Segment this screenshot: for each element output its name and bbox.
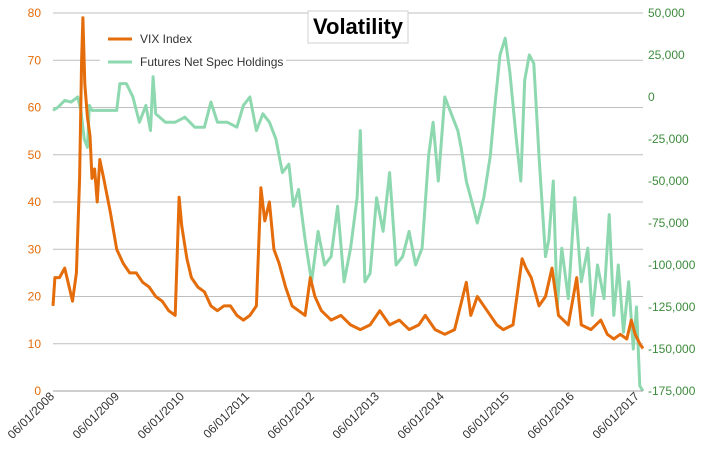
left-tick-label: 80	[28, 6, 42, 20]
left-tick-label: 70	[28, 53, 42, 67]
left-tick-label: 30	[28, 242, 42, 256]
x-tick-label: 06/01/2012	[265, 389, 318, 442]
x-tick-label: 06/01/2016	[525, 389, 578, 442]
x-tick-label: 06/01/2017	[590, 389, 643, 442]
x-tick-label: 06/01/2015	[460, 389, 513, 442]
x-tick-label: 06/01/2010	[135, 389, 188, 442]
title-box	[307, 10, 409, 44]
left-tick-label: 10	[28, 337, 42, 351]
left-tick-label: 0	[34, 384, 41, 398]
left-tick-label: 40	[28, 195, 42, 209]
right-tick-label: -150,000	[648, 342, 696, 356]
right-tick-label: -75,000	[648, 216, 689, 230]
legend: VIX Index Futures Net Spec Holdings	[100, 26, 286, 74]
right-tick-label: -100,000	[648, 258, 696, 272]
x-tick-label: 06/01/2013	[330, 389, 383, 442]
left-axis: 0 10 20 30 40 50 60 70 80	[28, 6, 42, 398]
left-tick-label: 60	[28, 101, 42, 115]
x-axis: 06/01/2008 06/01/2009 06/01/2010 06/01/2011…	[5, 389, 643, 442]
left-tick-label: 20	[28, 290, 42, 304]
right-tick-label: -175,000	[648, 384, 696, 398]
futures-series-line	[52, 36, 645, 392]
x-tick-label: 06/01/2014	[395, 389, 448, 442]
right-tick-label: 25,000	[648, 48, 685, 62]
chart-title: Volatility	[307, 10, 409, 44]
series-layer	[51, 16, 645, 392]
right-tick-label: -50,000	[648, 174, 689, 188]
right-tick-label: -25,000	[648, 132, 689, 146]
x-tick-label: 06/01/2011	[200, 389, 252, 441]
right-tick-label: -125,000	[648, 300, 696, 314]
chart-title-text: Volatility	[313, 14, 404, 39]
legend-vix-label: VIX Index	[140, 32, 192, 46]
right-tick-label: 50,000	[648, 6, 685, 20]
left-tick-label: 50	[28, 148, 42, 162]
legend-futures-label: Futures Net Spec Holdings	[140, 55, 283, 69]
x-tick-label: 06/01/2009	[70, 389, 123, 442]
legend-box	[100, 26, 286, 74]
right-axis: -175,000 -150,000 -125,000 -100,000 -75,000 -…	[648, 6, 696, 398]
vix-series-line	[51, 16, 645, 350]
x-tick-label: 06/01/2008	[5, 389, 58, 442]
right-tick-label: 0	[648, 90, 655, 104]
